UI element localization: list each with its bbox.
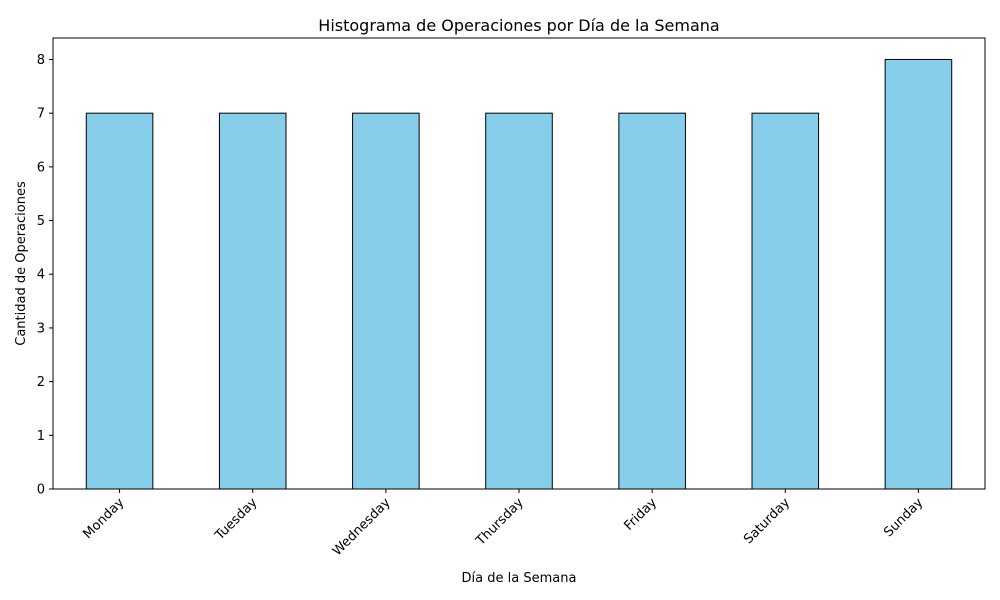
chart-title: Histograma de Operaciones por Día de la …	[318, 16, 719, 35]
x-axis-label: Día de la Semana	[462, 571, 577, 586]
bar-friday	[618, 112, 686, 490]
y-tick-label: 2	[37, 375, 45, 390]
bar-monday	[85, 112, 154, 490]
y-axis-ticks: 0 1 2 3 4 5 6 7 8	[37, 53, 53, 498]
bar-sunday	[884, 58, 953, 490]
x-tick-label: Monday	[80, 495, 127, 542]
bars-group	[85, 58, 953, 490]
y-tick-label: 7	[37, 107, 45, 122]
bar-saturday	[751, 112, 820, 490]
plot-frame	[52, 37, 986, 490]
y-tick-label: 5	[37, 214, 45, 229]
y-tick-label: 1	[37, 429, 45, 444]
y-tick-label: 4	[37, 268, 45, 283]
y-axis-label: Cantidad de Operaciones	[14, 181, 29, 346]
x-tick-label: Thursday	[473, 495, 527, 549]
bar-wednesday	[352, 112, 420, 490]
x-tick-label: Sunday	[881, 495, 926, 540]
x-tick-label: Saturday	[741, 495, 793, 547]
x-axis-ticks: Monday Tuesday Wednesday Thursday Friday Satu…	[80, 489, 926, 559]
x-tick-label: Tuesday	[212, 495, 261, 544]
x-tick-label: Friday	[622, 495, 661, 534]
y-tick-label: 8	[37, 53, 45, 68]
y-tick-label: 0	[37, 483, 45, 498]
bar-tuesday	[218, 112, 287, 490]
y-tick-label: 6	[37, 160, 45, 175]
x-tick-label: Wednesday	[330, 495, 394, 559]
y-tick-label: 3	[37, 321, 45, 336]
bar-thursday	[485, 112, 553, 490]
